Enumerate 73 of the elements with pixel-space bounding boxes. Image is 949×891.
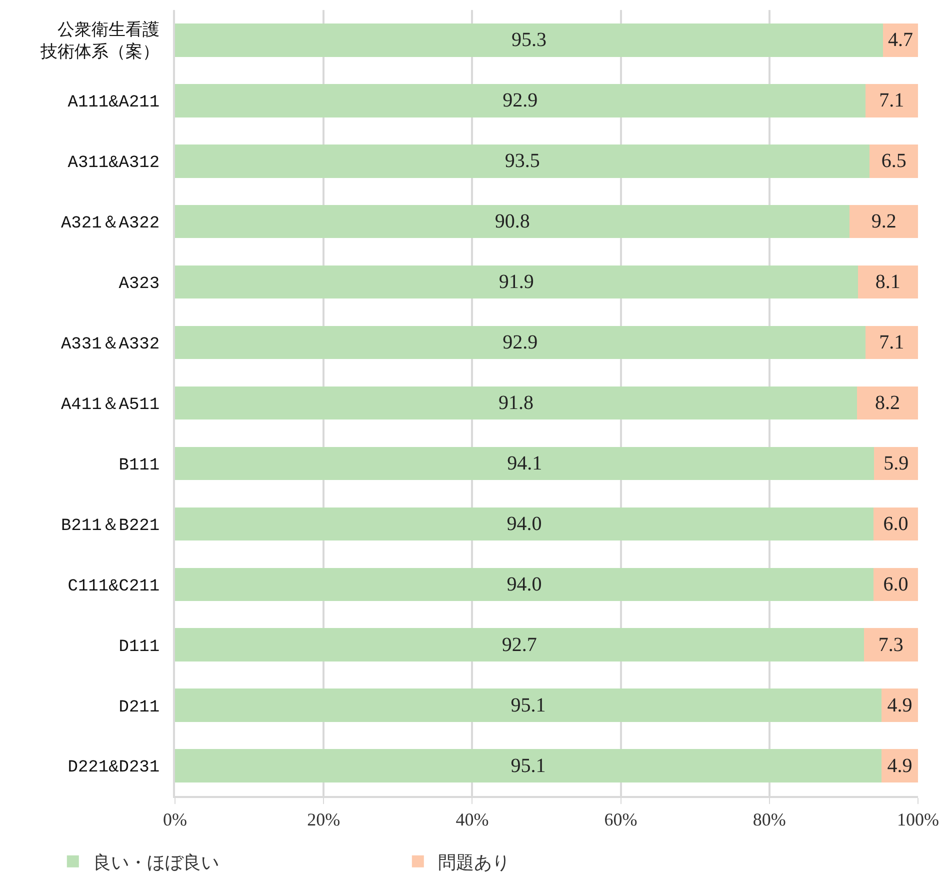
x-tick-label: 100%	[897, 810, 939, 830]
data-label: 7.3	[878, 634, 904, 656]
data-label: 6.5	[881, 150, 906, 172]
y-tick-label: B211＆B221	[60, 516, 160, 536]
data-label: 91.9	[498, 271, 534, 294]
data-label: 7.1	[879, 90, 904, 112]
y-tick-label: A411＆A511	[60, 396, 160, 415]
bar	[865, 326, 918, 360]
y-tick-label: C111&C211	[68, 577, 160, 596]
legend-label: 良い・ほぼ良い	[92, 852, 219, 874]
x-tick-label: 20%	[307, 810, 340, 830]
data-label: 4.9	[887, 694, 912, 716]
bar	[873, 568, 918, 602]
data-label: 8.1	[875, 271, 900, 294]
x-tick-label: 60%	[604, 810, 638, 830]
bar	[874, 446, 918, 480]
data-label: 95.1	[510, 754, 546, 777]
bar	[882, 688, 918, 722]
y-tick-label: A111&A211	[68, 94, 160, 113]
y-tick-label: A311&A312	[68, 154, 160, 174]
data-label: 7.1	[879, 332, 904, 354]
bar	[175, 446, 874, 480]
data-label: 94.1	[507, 452, 542, 474]
bar	[850, 204, 918, 238]
bar	[175, 84, 866, 118]
bar	[175, 204, 850, 238]
y-tick-label: D221&D231	[68, 758, 160, 778]
bar	[175, 507, 874, 541]
x-tick-label: 0%	[163, 810, 187, 830]
data-label: 4.7	[888, 29, 914, 52]
data-label: 8.2	[875, 392, 900, 414]
bar	[865, 84, 918, 118]
data-label: 92.9	[502, 332, 538, 354]
bar	[175, 749, 882, 782]
bar	[883, 24, 918, 57]
bar	[175, 265, 858, 299]
bar	[175, 688, 882, 722]
y-tick-label: D211	[118, 698, 160, 718]
bar	[175, 326, 866, 360]
bar	[175, 568, 874, 602]
y-tick-label: 公衆衛生看護技術体系（案）	[40, 20, 160, 64]
bar	[175, 144, 870, 178]
y-tick-label: D111	[118, 638, 160, 657]
data-label: 92.7	[502, 634, 537, 656]
bar	[858, 265, 918, 299]
data-label: 9.2	[871, 210, 896, 233]
data-label: 95.3	[512, 29, 547, 52]
x-tick-label: 80%	[752, 810, 786, 830]
data-label: 6.0	[883, 512, 908, 535]
data-label: 90.8	[494, 210, 530, 233]
data-label: 94.0	[506, 573, 542, 596]
data-label: 95.1	[510, 694, 546, 716]
bar	[175, 628, 864, 662]
data-label: 93.5	[504, 150, 540, 172]
data-label: 5.9	[884, 452, 909, 474]
bar	[870, 144, 918, 178]
x-tick-label: 40%	[456, 810, 489, 830]
bar	[175, 24, 884, 57]
legend-label: 問題あり	[438, 852, 510, 874]
bar	[882, 749, 918, 782]
bar	[857, 386, 918, 420]
data-label: 92.9	[502, 90, 538, 112]
data-label: 91.8	[498, 392, 534, 414]
bar	[175, 386, 858, 420]
bar	[873, 507, 918, 541]
y-tick-label: A323	[118, 275, 160, 294]
y-tick-label: A331＆A332	[60, 335, 160, 354]
data-label: 94.0	[506, 512, 542, 535]
data-label: 4.9	[887, 754, 912, 777]
data-label: 6.0	[883, 573, 908, 596]
bar	[864, 628, 918, 662]
y-tick-label: B111	[118, 456, 160, 476]
y-tick-label: A321＆A322	[60, 214, 160, 234]
